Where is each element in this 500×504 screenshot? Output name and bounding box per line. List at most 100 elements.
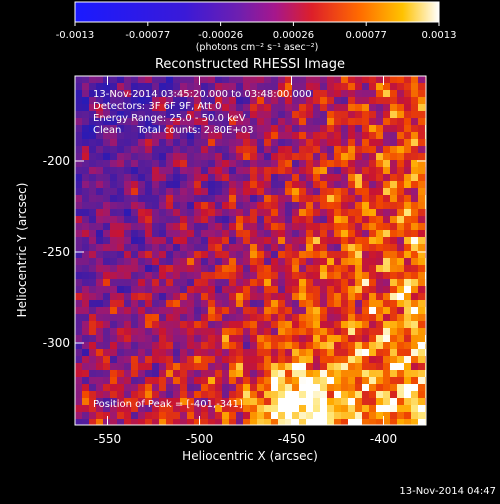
image-pixel [145, 279, 153, 287]
image-pixel [418, 237, 426, 245]
image-pixel [383, 384, 391, 392]
image-pixel [278, 328, 286, 336]
image-pixel [138, 146, 146, 154]
image-pixel [341, 76, 349, 84]
image-pixel [348, 349, 356, 357]
image-pixel [285, 146, 293, 154]
image-pixel [278, 125, 286, 133]
image-pixel [75, 237, 83, 245]
image-pixel [194, 307, 202, 315]
image-pixel [159, 83, 167, 91]
image-pixel [166, 111, 174, 119]
image-pixel [173, 307, 181, 315]
image-pixel [96, 300, 104, 308]
image-pixel [138, 160, 146, 168]
image-pixel [166, 90, 174, 98]
image-pixel [376, 160, 384, 168]
image-pixel [278, 419, 286, 425]
image-pixel [411, 146, 419, 154]
image-pixel [327, 356, 335, 364]
image-pixel [369, 181, 377, 189]
image-pixel [278, 181, 286, 189]
image-pixel [257, 216, 265, 224]
image-pixel [82, 370, 90, 378]
image-pixel [82, 412, 90, 420]
image-pixel [131, 251, 139, 259]
image-pixel [411, 111, 419, 119]
image-pixel [250, 363, 258, 371]
image-pixel [397, 349, 405, 357]
image-pixel [299, 97, 307, 105]
image-pixel [208, 349, 216, 357]
image-pixel [299, 384, 307, 392]
image-pixel [411, 342, 419, 350]
image-pixel [397, 314, 405, 322]
image-pixel [383, 83, 391, 91]
image-pixel [306, 286, 314, 294]
image-pixel [285, 118, 293, 126]
image-pixel [75, 363, 83, 371]
image-pixel [138, 412, 146, 420]
image-pixel [278, 321, 286, 329]
image-pixel [187, 286, 195, 294]
image-pixel [264, 328, 272, 336]
image-pixel [145, 132, 153, 140]
image-pixel [138, 384, 146, 392]
image-pixel [250, 335, 258, 343]
image-pixel [131, 412, 139, 420]
image-pixel [180, 356, 188, 364]
image-pixel [418, 370, 426, 378]
image-pixel [194, 118, 202, 126]
image-pixel [292, 335, 300, 343]
image-pixel [292, 412, 300, 420]
image-pixel [376, 349, 384, 357]
image-pixel [75, 223, 83, 231]
image-pixel [383, 405, 391, 413]
image-pixel [145, 377, 153, 385]
image-pixel [222, 307, 230, 315]
image-pixel [285, 202, 293, 210]
image-pixel [250, 237, 258, 245]
image-pixel [215, 356, 223, 364]
image-pixel [166, 174, 174, 182]
image-pixel [131, 139, 139, 147]
image-pixel [250, 370, 258, 378]
image-pixel [124, 293, 132, 301]
image-pixel [278, 363, 286, 371]
image-pixel [124, 300, 132, 308]
image-pixel [180, 146, 188, 154]
image-pixel [404, 90, 412, 98]
image-pixel [327, 153, 335, 161]
image-pixel [383, 314, 391, 322]
image-pixel [117, 349, 125, 357]
image-pixel [173, 153, 181, 161]
image-pixel [390, 181, 398, 189]
image-pixel [236, 419, 244, 425]
image-pixel [320, 349, 328, 357]
image-pixel [96, 146, 104, 154]
image-pixel [285, 419, 293, 425]
image-pixel [117, 104, 125, 112]
image-pixel [362, 97, 370, 105]
image-pixel [299, 104, 307, 112]
image-pixel [173, 384, 181, 392]
image-pixel [75, 139, 83, 147]
image-pixel [327, 307, 335, 315]
colorbar-tick-label: 0.0013 [422, 30, 457, 41]
image-pixel [117, 342, 125, 350]
image-pixel [180, 279, 188, 287]
footer-timestamp: 13-Nov-2014 04:47 [399, 486, 496, 497]
image-pixel [383, 223, 391, 231]
image-pixel [159, 174, 167, 182]
image-pixel [159, 265, 167, 273]
image-pixel [362, 111, 370, 119]
image-pixel [201, 356, 209, 364]
image-pixel [208, 363, 216, 371]
image-pixel [75, 181, 83, 189]
image-pixel [306, 209, 314, 217]
image-pixel [236, 300, 244, 308]
image-pixel [257, 174, 265, 182]
image-pixel [75, 328, 83, 336]
image-pixel [103, 118, 111, 126]
image-pixel [383, 125, 391, 133]
